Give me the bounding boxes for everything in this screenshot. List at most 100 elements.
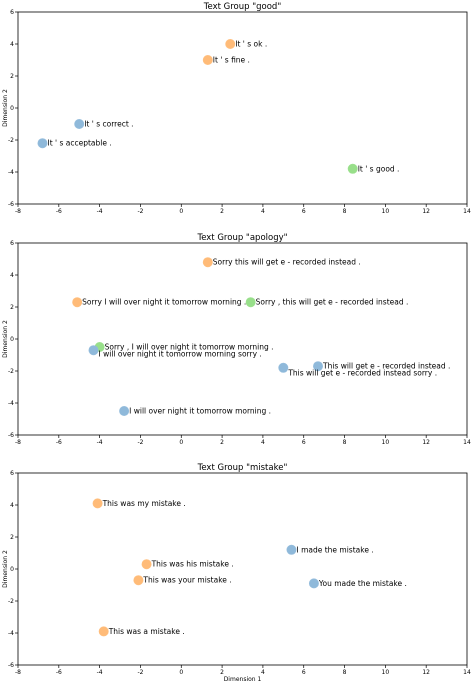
y-tick-label: -2: [8, 368, 14, 375]
y-axis-label: Dimension 2: [2, 320, 9, 358]
data-point-label: This was a mistake .: [108, 627, 185, 636]
y-axis-label: Dimension 2: [2, 89, 9, 127]
y-tick-label: -2: [8, 137, 14, 144]
y-tick-label: 2: [10, 304, 14, 311]
x-tick-label: 0: [179, 439, 183, 446]
x-tick-label: 4: [261, 669, 265, 676]
x-axis-label: Dimension 1: [224, 676, 262, 683]
y-tick-label: 6: [10, 9, 14, 16]
data-point: [133, 575, 144, 586]
x-tick-label: -8: [15, 208, 21, 215]
data-point-label: I will over night it tomorrow morning .: [129, 407, 271, 416]
chart-panel-3: Text Group "mistake" -8 -6 -4 -2 0 2 4 6 8 10 12 14 -…: [2, 463, 471, 683]
data-point: [88, 345, 99, 356]
data-point-label: This will get e - recorded instead sorry…: [287, 368, 437, 377]
x-tick-label: 8: [343, 439, 347, 446]
y-tick-label: 6: [10, 470, 14, 477]
data-point-label: It ' s fine .: [213, 56, 250, 65]
chart-panel-1: Text Group "good"-8 -6 -4 -2 0 2 4 6 8 10 12 14-6-4…: [2, 2, 471, 215]
x-tick-label: 8: [343, 208, 347, 215]
data-point-label: This was your mistake .: [142, 576, 231, 585]
data-point: [72, 297, 83, 308]
chart-panel-2: Text Group "apology"-8 -6 -4 -2 0 2 4 6 8 10 12 14-…: [2, 233, 471, 446]
y-tick-label: -6: [8, 662, 14, 669]
y-tick-label: -4: [8, 630, 14, 637]
x-tick-label: 6: [302, 439, 306, 446]
data-point: [313, 361, 324, 372]
x-tick-label: -4: [97, 669, 103, 676]
x-tick-label: 0: [179, 208, 183, 215]
data-point-label: This was his mistake .: [151, 560, 234, 569]
data-point: [37, 138, 48, 149]
data-point-label: This was my mistake .: [102, 499, 186, 508]
x-tick-label: 8: [343, 669, 347, 676]
data-point: [119, 406, 130, 416]
data-point-label: It ' s acceptable .: [47, 139, 111, 148]
x-tick-label: 10: [382, 439, 390, 446]
x-tick-label: -6: [56, 439, 62, 446]
y-axis-label: Dimension 2: [2, 550, 9, 588]
y-tick-label: 0: [10, 566, 14, 573]
chart-title: Text Group "mistake": [197, 463, 288, 473]
y-tick-label: 0: [10, 105, 14, 112]
y-tick-label: 0: [10, 336, 14, 343]
data-point-label: Sorry , I will over night it tomorrow mo…: [105, 343, 274, 352]
x-tick-label: 2: [220, 669, 224, 676]
y-tick-label: 4: [10, 41, 14, 48]
data-point: [308, 578, 319, 589]
data-point: [98, 626, 109, 637]
data-point: [245, 297, 256, 308]
data-point: [202, 257, 213, 268]
data-point: [286, 544, 297, 555]
y-tick-label: -6: [8, 432, 14, 439]
data-point-label: It ' s good .: [358, 164, 400, 173]
data-point-label: It ' s correct .: [84, 120, 133, 129]
data-point-label: I made the mistake .: [296, 545, 373, 554]
plot-frame: [17, 472, 468, 666]
x-tick-label: 6: [302, 208, 306, 215]
data-point-label: Sorry this will get e - recorded instead…: [213, 258, 361, 267]
x-tick-label: -4: [97, 208, 103, 215]
y-tick-label: -4: [8, 400, 14, 407]
data-point: [202, 55, 213, 65]
y-tick-label: 4: [10, 272, 14, 279]
y-tick-label: -4: [8, 169, 14, 176]
x-tick-label: 12: [422, 669, 430, 676]
y-tick-label: -6: [8, 201, 14, 208]
data-point: [92, 498, 103, 509]
x-tick-label: 2: [220, 208, 224, 215]
data-point-label: Sorry , this will get e - recorded inste…: [256, 298, 409, 307]
x-tick-label: -4: [97, 439, 103, 446]
data-point-label: Sorry I will over night it tomorrow morn…: [82, 298, 246, 307]
y-tick-label: 4: [10, 502, 14, 509]
data-point: [347, 163, 358, 174]
x-tick-label: -6: [56, 208, 62, 215]
x-tick-label: -2: [137, 208, 143, 215]
data-point: [141, 559, 152, 570]
data-point: [74, 119, 85, 129]
chart-title: Text Group "apology": [196, 233, 287, 243]
x-tick-label: 6: [302, 669, 306, 676]
x-tick-label: 14: [463, 208, 471, 215]
y-tick-label: 6: [10, 240, 14, 247]
x-tick-label: -2: [137, 669, 143, 676]
x-tick-label: 14: [463, 669, 471, 676]
chart-title: Text Group "good": [203, 2, 282, 12]
x-tick-label: 4: [261, 208, 265, 215]
data-point-label: I will over night it tomorrow morning so…: [99, 350, 262, 359]
y-tick-label: -2: [8, 598, 14, 605]
x-tick-label: 10: [382, 208, 390, 215]
x-tick-label: 14: [463, 439, 471, 446]
x-tick-label: 0: [179, 669, 183, 676]
x-tick-label: -8: [15, 669, 21, 676]
data-point: [278, 362, 289, 373]
data-point-label: You made the mistake .: [318, 579, 407, 588]
x-tick-label: -2: [137, 439, 143, 446]
data-point: [225, 39, 236, 49]
x-tick-label: 10: [382, 669, 390, 676]
y-tick-label: 2: [10, 534, 14, 541]
x-tick-label: 4: [261, 439, 265, 446]
data-point-label: It ' s ok .: [235, 40, 267, 49]
x-tick-label: 12: [422, 439, 430, 446]
